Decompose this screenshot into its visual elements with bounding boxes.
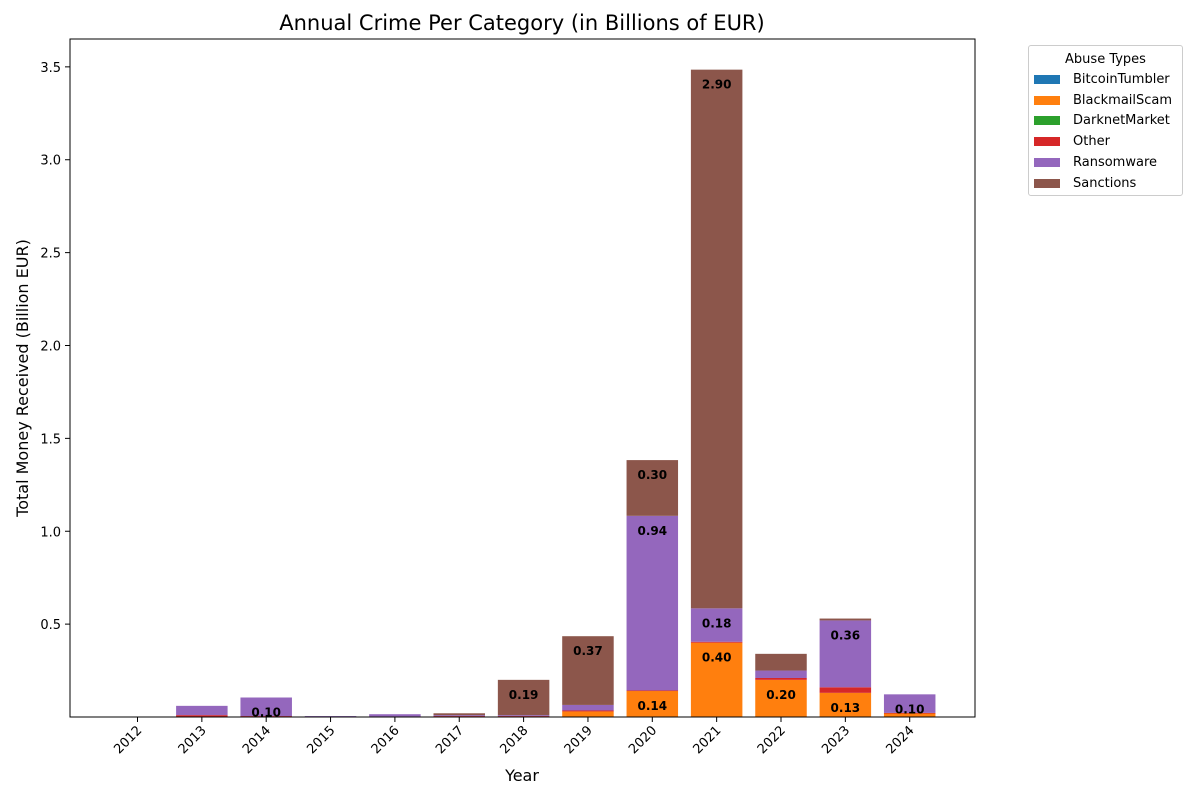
y-tick-label: 2.5 <box>40 247 61 262</box>
y-tick-label: 1.0 <box>40 525 61 540</box>
legend-title: Abuse Types <box>1065 52 1146 67</box>
x-axis-label: Year <box>504 766 539 785</box>
bar-2023-ransomware <box>819 620 872 688</box>
data-label-2014-ransomware: 0.10 <box>251 706 281 720</box>
legend-label: DarknetMarket <box>1073 113 1170 129</box>
bar-2019-blackmailscam <box>562 711 614 717</box>
y-tick-label: 3.5 <box>40 61 61 76</box>
bar-2017-sanctions <box>433 713 485 716</box>
legend-label: Sanctions <box>1073 175 1137 191</box>
bar-2022-sanctions <box>755 653 807 671</box>
legend-label: Ransomware <box>1073 155 1157 171</box>
x-tick-label: 2024 <box>884 723 918 757</box>
plot-frame <box>69 38 976 718</box>
bar-2024-blackmailscam <box>883 713 936 717</box>
y-tick-label: 0.5 <box>40 618 61 633</box>
data-labels-layer: 0.10 0.19 0.37 0.14 0.94 0.30 0.40 0.18 2.90 0.20… <box>251 78 924 720</box>
legend-item-darknetmarket: DarknetMarket <box>1029 111 1182 132</box>
y-axis: 0.5 1.0 1.5 2.0 2.5 3.0 3.5 <box>40 61 70 633</box>
data-label-2023-blackmailscam: 0.13 <box>831 701 861 715</box>
bar-2020-ransomware <box>626 515 679 691</box>
x-tick-label: 2017 <box>433 723 467 757</box>
legend-swatch <box>1034 178 1060 188</box>
data-label-2020-ransomware: 0.94 <box>637 524 667 538</box>
bars-layer <box>176 69 936 718</box>
bar-2014-ransomware <box>240 697 292 717</box>
bar-2013-other <box>176 715 228 717</box>
bar-2023-sanctions <box>819 618 872 621</box>
bar-2019-other <box>562 710 614 712</box>
y-tick-label: 1.5 <box>40 432 61 447</box>
x-tick-label: 2018 <box>497 723 531 757</box>
bar-2021-sanctions <box>690 69 743 609</box>
legend-label: Other <box>1073 134 1110 150</box>
legend-item-other: Other <box>1029 131 1182 152</box>
legend-swatch <box>1034 95 1060 105</box>
legend: Abuse Types BitcoinTumbler BlackmailScam D… <box>1028 45 1183 196</box>
bar-2021-blackmailscam <box>690 642 743 717</box>
chart-title: Annual Crime Per Category (in Billions o… <box>279 11 764 35</box>
data-label-2018-sanctions: 0.19 <box>509 688 539 702</box>
x-axis: 2012 2013 2014 2015 2016 2017 2018 2019 2020 2021… <box>111 717 918 757</box>
bar-2019-ransomware <box>562 704 614 711</box>
data-label-2021-sanctions: 2.90 <box>702 78 732 92</box>
bar-2022-other <box>755 677 807 680</box>
bar-2018-ransomware <box>497 715 550 717</box>
x-tick-label: 2021 <box>690 723 724 757</box>
bar-2024-ransomware <box>883 694 936 713</box>
legend-swatch <box>1034 74 1060 84</box>
x-tick-label: 2016 <box>369 723 403 757</box>
bar-2022-ransomware <box>755 670 807 678</box>
data-label-2021-blackmailscam: 0.40 <box>702 651 732 665</box>
bar-2023-other <box>819 687 872 693</box>
data-label-2023-ransomware: 0.36 <box>831 628 861 642</box>
data-label-2020-blackmailscam: 0.14 <box>637 699 667 713</box>
x-tick-label: 2014 <box>240 723 274 757</box>
data-label-2024-ransomware: 0.10 <box>895 702 925 716</box>
bar-2019-sanctions <box>562 636 614 705</box>
x-tick-label: 2020 <box>626 723 660 757</box>
bar-2020-sanctions <box>626 460 679 516</box>
data-label-2019-sanctions: 0.37 <box>573 644 603 658</box>
x-tick-label: 2015 <box>304 723 338 757</box>
bar-2022-blackmailscam <box>755 679 807 717</box>
x-tick-label: 2013 <box>176 723 210 757</box>
bar-2021-ransomware <box>690 608 743 642</box>
y-tick-label: 2.0 <box>40 339 61 354</box>
bar-2016-ransomware <box>369 714 421 717</box>
legend-item-ransomware: Ransomware <box>1029 152 1182 173</box>
x-tick-label: 2012 <box>111 723 145 757</box>
bar-2015-ransomware <box>304 716 357 717</box>
bar-2024-other <box>883 712 936 714</box>
legend-item-sanctions: Sanctions <box>1029 173 1182 194</box>
bar-2020-blackmailscam <box>626 690 679 717</box>
bar-2021-other <box>690 641 743 643</box>
x-tick-label: 2023 <box>819 723 853 757</box>
legend-label: BitcoinTumbler <box>1073 71 1170 87</box>
legend-items: BitcoinTumbler BlackmailScam DarknetMarket… <box>1029 69 1182 194</box>
bar-2018-sanctions <box>497 679 550 716</box>
y-tick-label: 3.0 <box>40 154 61 169</box>
data-label-2020-sanctions: 0.30 <box>637 468 667 482</box>
y-axis-label: Total Money Received (Billion EUR) <box>13 239 32 518</box>
legend-swatch <box>1034 116 1060 126</box>
x-tick-label: 2022 <box>755 723 789 757</box>
bar-2017-ransomware <box>433 715 485 717</box>
legend-swatch <box>1034 137 1060 147</box>
data-label-2022-blackmailscam: 0.20 <box>766 688 796 702</box>
bar-2023-blackmailscam <box>819 692 872 717</box>
bar-2013-ransomware <box>176 705 228 716</box>
data-label-2021-ransomware: 0.18 <box>702 616 732 630</box>
x-tick-label: 2019 <box>562 723 596 757</box>
legend-swatch <box>1034 158 1060 168</box>
legend-item-bitcointumbler: BitcoinTumbler <box>1029 69 1182 90</box>
legend-label: BlackmailScam <box>1073 92 1173 108</box>
legend-item-blackmailscam: BlackmailScam <box>1029 90 1182 111</box>
bar-2020-other <box>626 690 679 692</box>
